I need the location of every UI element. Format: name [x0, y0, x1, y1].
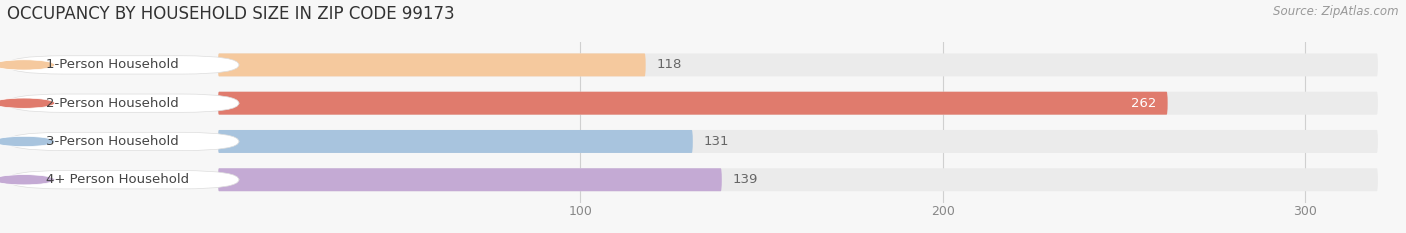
Text: OCCUPANCY BY HOUSEHOLD SIZE IN ZIP CODE 99173: OCCUPANCY BY HOUSEHOLD SIZE IN ZIP CODE … [7, 5, 454, 23]
FancyBboxPatch shape [218, 92, 1378, 115]
Text: 262: 262 [1132, 97, 1157, 110]
Text: 4+ Person Household: 4+ Person Household [46, 173, 190, 186]
FancyBboxPatch shape [218, 92, 1167, 115]
Text: 3-Person Household: 3-Person Household [46, 135, 179, 148]
FancyBboxPatch shape [218, 130, 693, 153]
Text: Source: ZipAtlas.com: Source: ZipAtlas.com [1274, 5, 1399, 18]
FancyBboxPatch shape [218, 53, 1378, 76]
Text: 131: 131 [703, 135, 730, 148]
Text: 1-Person Household: 1-Person Household [46, 58, 179, 71]
FancyBboxPatch shape [218, 53, 645, 76]
Text: 139: 139 [733, 173, 758, 186]
FancyBboxPatch shape [218, 168, 1378, 191]
Text: 2-Person Household: 2-Person Household [46, 97, 179, 110]
FancyBboxPatch shape [218, 130, 1378, 153]
Text: 118: 118 [657, 58, 682, 71]
FancyBboxPatch shape [218, 168, 721, 191]
